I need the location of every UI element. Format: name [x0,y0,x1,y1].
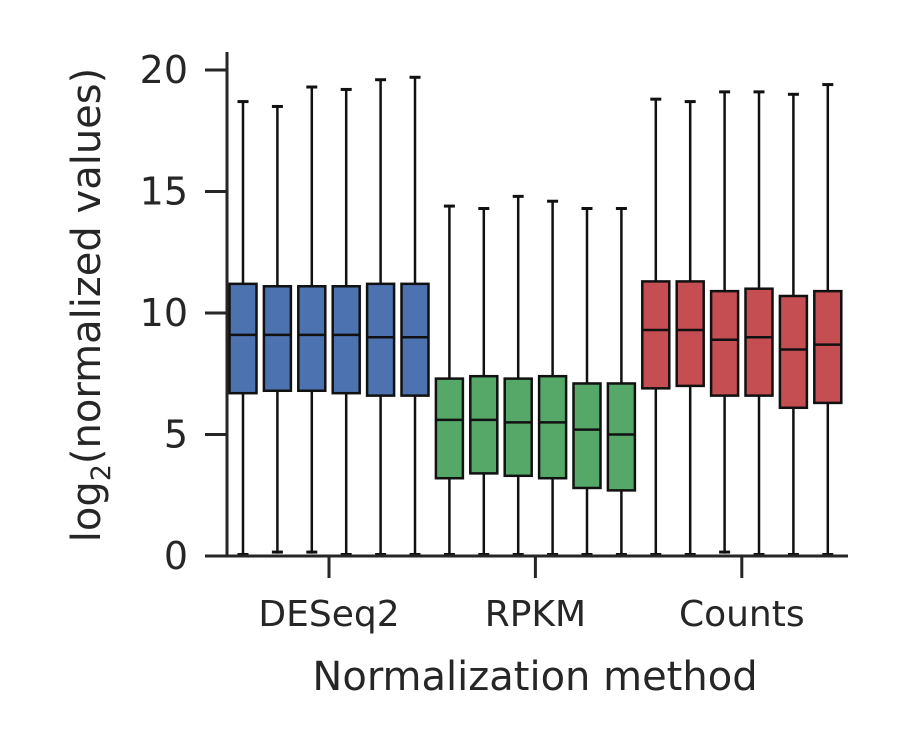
plot-area [228,75,843,556]
y-tick-label: 0 [164,534,188,578]
box-body [813,289,843,405]
box-body [297,285,327,393]
y-tick-label: 20 [140,48,188,92]
box-body [709,289,740,397]
box-body [537,374,568,480]
box-deseq2-4 [331,87,361,556]
box-body [606,382,637,492]
box-body [228,282,258,395]
box-rpkm-1 [434,204,465,556]
box-body [503,377,533,478]
box-counts-5 [778,92,809,556]
box-body [744,287,774,397]
y-tick-label: 10 [140,291,188,335]
x-tick-label: DESeq2 [258,594,399,635]
y-axis-label: log2(normalized values) [64,68,117,542]
box-body [434,377,465,480]
box-rpkm-6 [606,207,637,556]
box-rpkm-2 [469,207,499,556]
box-body [400,282,430,397]
box-deseq2-6 [400,75,430,556]
x-tick-label: Counts [679,594,805,635]
y-axis-label-log: log [64,481,110,542]
x-axis-ticks: DESeq2 RPKM Counts [258,556,805,635]
box-counts-2 [675,100,705,556]
box-body [641,280,671,390]
box-deseq2-1 [228,100,258,556]
box-body [778,294,809,410]
box-counts-1 [641,97,671,556]
box-body [675,280,705,388]
box-rpkm-5 [572,207,602,556]
box-body [331,285,361,395]
box-deseq2-2 [262,104,293,554]
box-body [469,374,499,475]
box-rpkm-4 [537,199,568,556]
y-axis-label-subscript: 2 [86,464,117,481]
box-body [572,382,602,490]
box-rpkm-3 [503,194,533,556]
y-tick-label: 15 [140,170,188,214]
y-tick-label: 5 [164,413,188,457]
box-counts-3 [709,90,740,554]
box-body [262,285,293,393]
x-tick-label: RPKM [485,594,586,635]
box-body [365,282,396,397]
box-deseq2-5 [365,78,396,556]
box-deseq2-3 [297,85,327,554]
y-axis-ticks: 0 5 10 15 20 [140,48,227,578]
y-axis-label-rest: (normalized values) [64,68,110,464]
x-axis-label: Normalization method [312,654,757,700]
box-counts-4 [744,90,774,556]
box-counts-6 [813,83,843,556]
